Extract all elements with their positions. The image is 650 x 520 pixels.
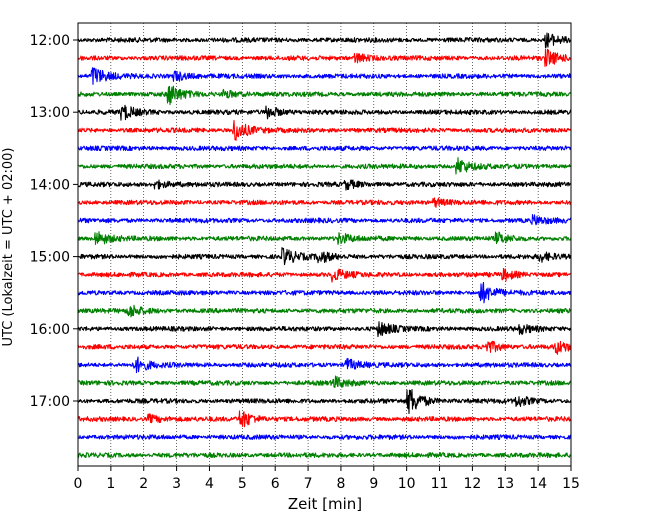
seismic-trace — [77, 179, 572, 191]
plot-frame — [77, 22, 572, 467]
y-tick-label: 15:00 — [30, 250, 70, 266]
seismic-trace — [77, 340, 572, 355]
y-tick-label: 13:00 — [30, 105, 70, 121]
seismic-trace — [77, 281, 572, 304]
seismic-trace — [77, 231, 572, 246]
seismic-trace — [77, 410, 572, 428]
seismic-trace — [77, 388, 572, 415]
seismic-trace — [77, 321, 572, 338]
x-tick-label: 8 — [336, 476, 345, 492]
x-tick-label: 4 — [205, 476, 214, 492]
x-tick-label: 2 — [139, 476, 148, 492]
x-tick-label: 14 — [529, 476, 547, 492]
y-axis-ticks: 12:00 13:00 14:00 15:00 16:00 17:00 — [30, 33, 78, 410]
x-tick-label: 5 — [238, 476, 247, 492]
seismic-trace — [77, 32, 572, 49]
x-tick-label: 1 — [106, 476, 115, 492]
seismic-trace — [77, 48, 572, 68]
y-tick-label: 12:00 — [30, 33, 70, 49]
seismic-trace — [77, 67, 572, 85]
y-tick-label: 16:00 — [30, 322, 70, 338]
seismic-trace — [77, 356, 572, 374]
seismic-trace — [77, 197, 572, 208]
x-tick-label: 0 — [74, 476, 83, 492]
seismic-trace — [77, 304, 572, 318]
seismic-trace — [77, 434, 572, 441]
helicorder-traces — [77, 32, 572, 459]
seismic-trace — [77, 157, 572, 175]
seismic-trace — [77, 246, 572, 266]
x-axis-label: Zeit [min] — [288, 495, 362, 513]
x-tick-label: 11 — [431, 476, 449, 492]
y-tick-label: 17:00 — [30, 394, 70, 410]
x-tick-label: 6 — [271, 476, 280, 492]
seismic-trace — [77, 452, 572, 459]
y-tick-label: 14:00 — [30, 177, 70, 193]
y-axis-label: UTC (Lokalzeit = UTC + 02:00) — [1, 148, 16, 347]
x-tick-label: 3 — [172, 476, 181, 492]
x-tick-label: 15 — [562, 476, 580, 492]
x-axis-ticks: 0 1 2 3 4 5 6 7 8 9 10 11 12 13 14 15 — [74, 466, 580, 492]
x-tick-label: 12 — [463, 476, 481, 492]
seismic-trace — [77, 267, 572, 283]
seismic-trace — [77, 214, 572, 226]
seismic-trace — [77, 375, 572, 388]
seismic-trace — [77, 119, 572, 141]
x-tick-label: 9 — [369, 476, 378, 492]
seismic-trace — [77, 145, 572, 152]
seismic-trace — [77, 104, 572, 121]
x-tick-label: 7 — [304, 476, 313, 492]
x-tick-label: 13 — [496, 476, 514, 492]
seismic-trace — [77, 85, 572, 106]
x-tick-label: 10 — [398, 476, 416, 492]
